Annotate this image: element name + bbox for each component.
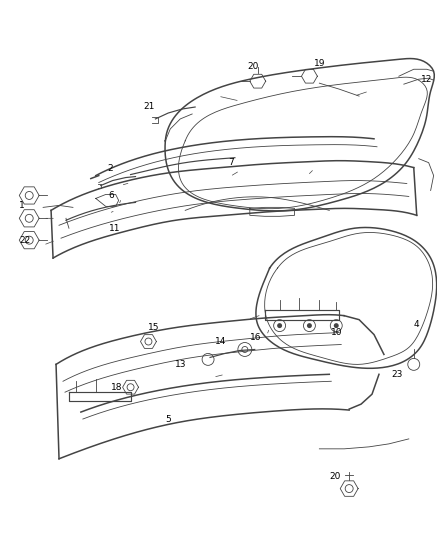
Circle shape (277, 323, 282, 328)
Text: 6: 6 (109, 191, 114, 200)
Text: 5: 5 (165, 415, 171, 424)
Text: 14: 14 (215, 337, 226, 346)
Text: 11: 11 (109, 224, 120, 233)
Text: 2: 2 (108, 164, 113, 173)
Text: 19: 19 (314, 59, 326, 68)
Text: 12: 12 (421, 75, 432, 84)
Text: 10: 10 (331, 328, 343, 337)
Circle shape (334, 323, 339, 328)
Text: 4: 4 (414, 320, 419, 329)
Text: 18: 18 (111, 383, 122, 392)
Text: 20: 20 (248, 62, 259, 71)
Text: 7: 7 (228, 158, 234, 167)
Text: 1: 1 (19, 201, 25, 210)
Text: 23: 23 (391, 370, 402, 379)
Text: 22: 22 (19, 236, 31, 245)
Text: 21: 21 (144, 101, 155, 110)
Circle shape (307, 323, 312, 328)
Text: 13: 13 (175, 360, 187, 369)
Text: 16: 16 (250, 333, 261, 342)
Text: 15: 15 (148, 323, 160, 332)
Text: 20: 20 (329, 472, 341, 481)
